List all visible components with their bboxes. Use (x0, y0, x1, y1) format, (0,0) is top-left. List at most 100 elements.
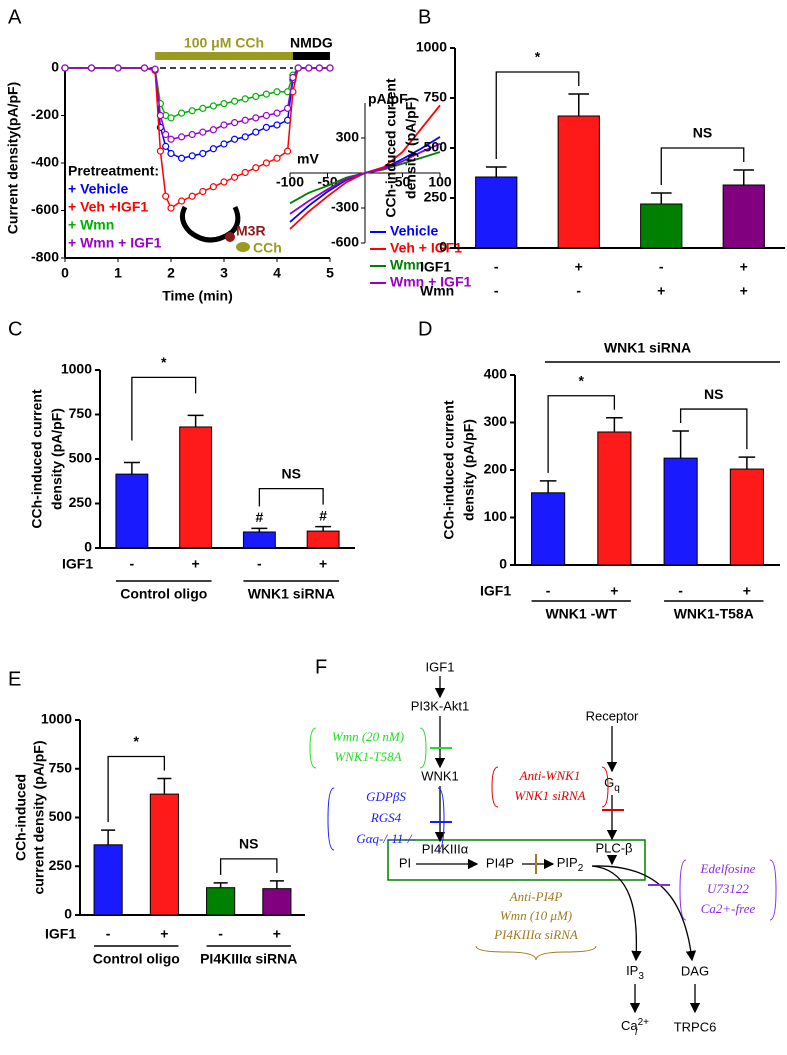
point (209, 145, 217, 153)
brace (679, 859, 687, 921)
point (231, 97, 239, 105)
y-tick-label: 1000 (61, 361, 92, 377)
bar (729, 468, 764, 566)
y-tick-label: -800 (31, 249, 59, 265)
inhibitor-label: Wmn (20 nM) (332, 729, 404, 744)
error-bar (315, 525, 332, 532)
row-label: IGF1 (480, 583, 511, 599)
stimulus-bar (155, 52, 293, 60)
y-axis-label: CCh-induced (13, 774, 29, 861)
legend-label: + Veh +IGF1 (68, 199, 148, 215)
inhibitor-label: U73122 (707, 881, 749, 896)
brace (769, 859, 777, 921)
x-axis-label: Time (min) (162, 288, 233, 304)
error-bar (539, 480, 557, 493)
inhibitor-label: GDPβS (366, 789, 406, 804)
y-tick-label: 250 (424, 189, 448, 205)
error-bar (738, 456, 756, 470)
bracket-label: * (161, 354, 167, 370)
bracket (219, 858, 278, 875)
error-bar (123, 461, 140, 475)
point (151, 65, 159, 73)
bar (557, 115, 600, 249)
point (252, 164, 260, 172)
point (209, 126, 217, 134)
x-axis-label: mV (297, 151, 319, 167)
error-bar (187, 414, 204, 427)
y-tick-label: 750 (424, 89, 448, 105)
row-sign: + (740, 283, 748, 299)
x-tick-label: 50 (395, 174, 411, 190)
inhibitor-label: Edelfosine (700, 861, 756, 876)
y-tick-label: 0 (439, 239, 447, 255)
point (199, 104, 207, 112)
arrows (416, 676, 701, 1014)
bracket-label: * (134, 733, 140, 749)
inhibitor-label: Anti-WNK1 (519, 768, 581, 783)
bracket (547, 395, 616, 473)
point (273, 88, 281, 96)
point (162, 130, 170, 139)
x-tick-label: 100 (428, 174, 452, 190)
point (231, 135, 239, 143)
y-tick-label: 750 (69, 405, 93, 421)
inhibitor-label: Gαq-/-11-/- (356, 831, 415, 846)
panel-label: D (418, 318, 432, 340)
y-axis-label: density (pA/pF) (403, 97, 419, 199)
inhibitor-label: Ca2+-free (701, 901, 756, 916)
point (87, 64, 96, 72)
row-sign: - (218, 926, 223, 942)
bracket-label: NS (693, 125, 712, 141)
point (61, 64, 69, 72)
point (326, 64, 334, 72)
node: PI (399, 855, 411, 870)
point (252, 92, 260, 101)
row-sign: - (678, 583, 683, 599)
y-tick-label: 500 (69, 450, 93, 466)
y-tick-label: -200 (31, 106, 59, 122)
x-tick-label: -100 (276, 174, 304, 190)
x-tick-label: 5 (326, 265, 334, 281)
y-axis-label: density (pA/pF) (49, 408, 65, 510)
y-tick-label: 500 (49, 808, 73, 824)
node: TRPC6 (674, 1019, 717, 1034)
point (305, 64, 313, 72)
row-sign: + (740, 259, 748, 275)
point (241, 95, 249, 103)
point (188, 192, 196, 200)
y-tick-label: -600 (331, 234, 359, 250)
node: IGF1 (426, 659, 455, 674)
group-label: Control oligo (120, 586, 207, 602)
bar-mark: # (255, 509, 263, 525)
panel-label: A (8, 6, 22, 28)
brace (309, 727, 317, 769)
x-tick-label: 1 (114, 265, 122, 281)
brace (437, 787, 445, 851)
error-bar (606, 417, 623, 432)
point (294, 64, 302, 72)
y-tick-label: -300 (331, 199, 359, 215)
point (241, 116, 249, 124)
point (220, 121, 228, 129)
row-sign: - (257, 556, 262, 572)
point (231, 173, 239, 181)
stimulus-label: NMDG (290, 35, 333, 51)
panel-label: F (315, 656, 327, 678)
bar (640, 203, 683, 249)
legend-title: Pretreatment: (68, 163, 159, 179)
bracket (660, 147, 745, 185)
legend-label: + Wmn + IGF1 (68, 235, 162, 251)
row-sign: - (130, 556, 135, 572)
point (167, 114, 175, 122)
error-bar (101, 829, 116, 845)
cell-icon (179, 205, 241, 243)
point (199, 128, 207, 136)
row-sign: + (743, 583, 751, 599)
node: PIP2 (557, 855, 584, 873)
y-tick-label: 0 (51, 59, 59, 75)
error-bar (213, 882, 228, 888)
bar (242, 531, 276, 549)
x-tick-label: 2 (167, 265, 175, 281)
brace (327, 787, 335, 851)
